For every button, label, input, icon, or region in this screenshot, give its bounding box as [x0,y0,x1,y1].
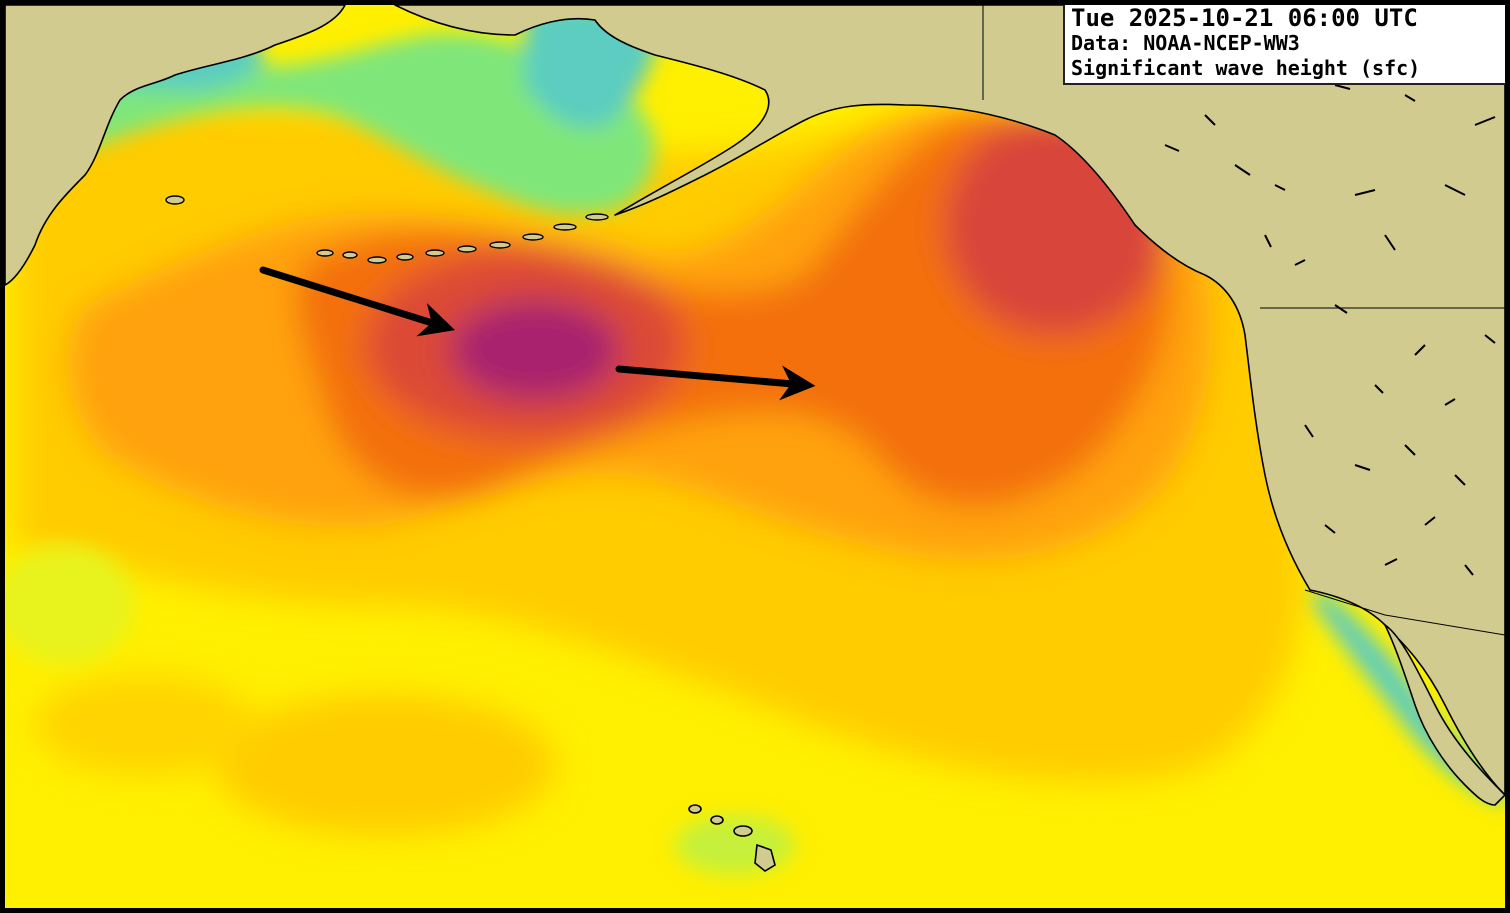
map-canvas [5,5,1505,908]
arrow-west [259,266,456,337]
island-oahu [710,815,724,825]
land-north-america [394,5,1505,796]
storm-track-arrows [259,266,816,401]
island-niihau-kauai [688,804,702,814]
band-peak [450,300,620,400]
political-borders [982,5,1505,636]
island-molokai-maui [733,825,753,837]
band-gold-south-a [215,695,555,835]
data-source: Data: NOAA-NCEP-WW3 [1071,31,1300,55]
hawaiian-islands [688,804,776,872]
arrow-east [615,365,816,401]
calm-west-green [5,545,135,665]
land-siberia [5,5,346,286]
variable-name: Significant wave height (sfc) [1071,56,1421,80]
forecast-datetime: Tue 2025-10-21 06:00 UTC [1071,4,1418,32]
calm-hawaii [675,815,795,875]
wave-height-field [15,105,1305,835]
island-big-island [754,843,776,872]
land-baja [1384,624,1505,806]
aleutian-islands [165,195,609,264]
landmasses [5,5,1505,806]
inland-lakes [1164,70,1496,576]
band-gold-south-b [35,675,255,775]
map-info-box: Tue 2025-10-21 06:00 UTC Data: NOAA-NCEP… [1063,5,1505,85]
